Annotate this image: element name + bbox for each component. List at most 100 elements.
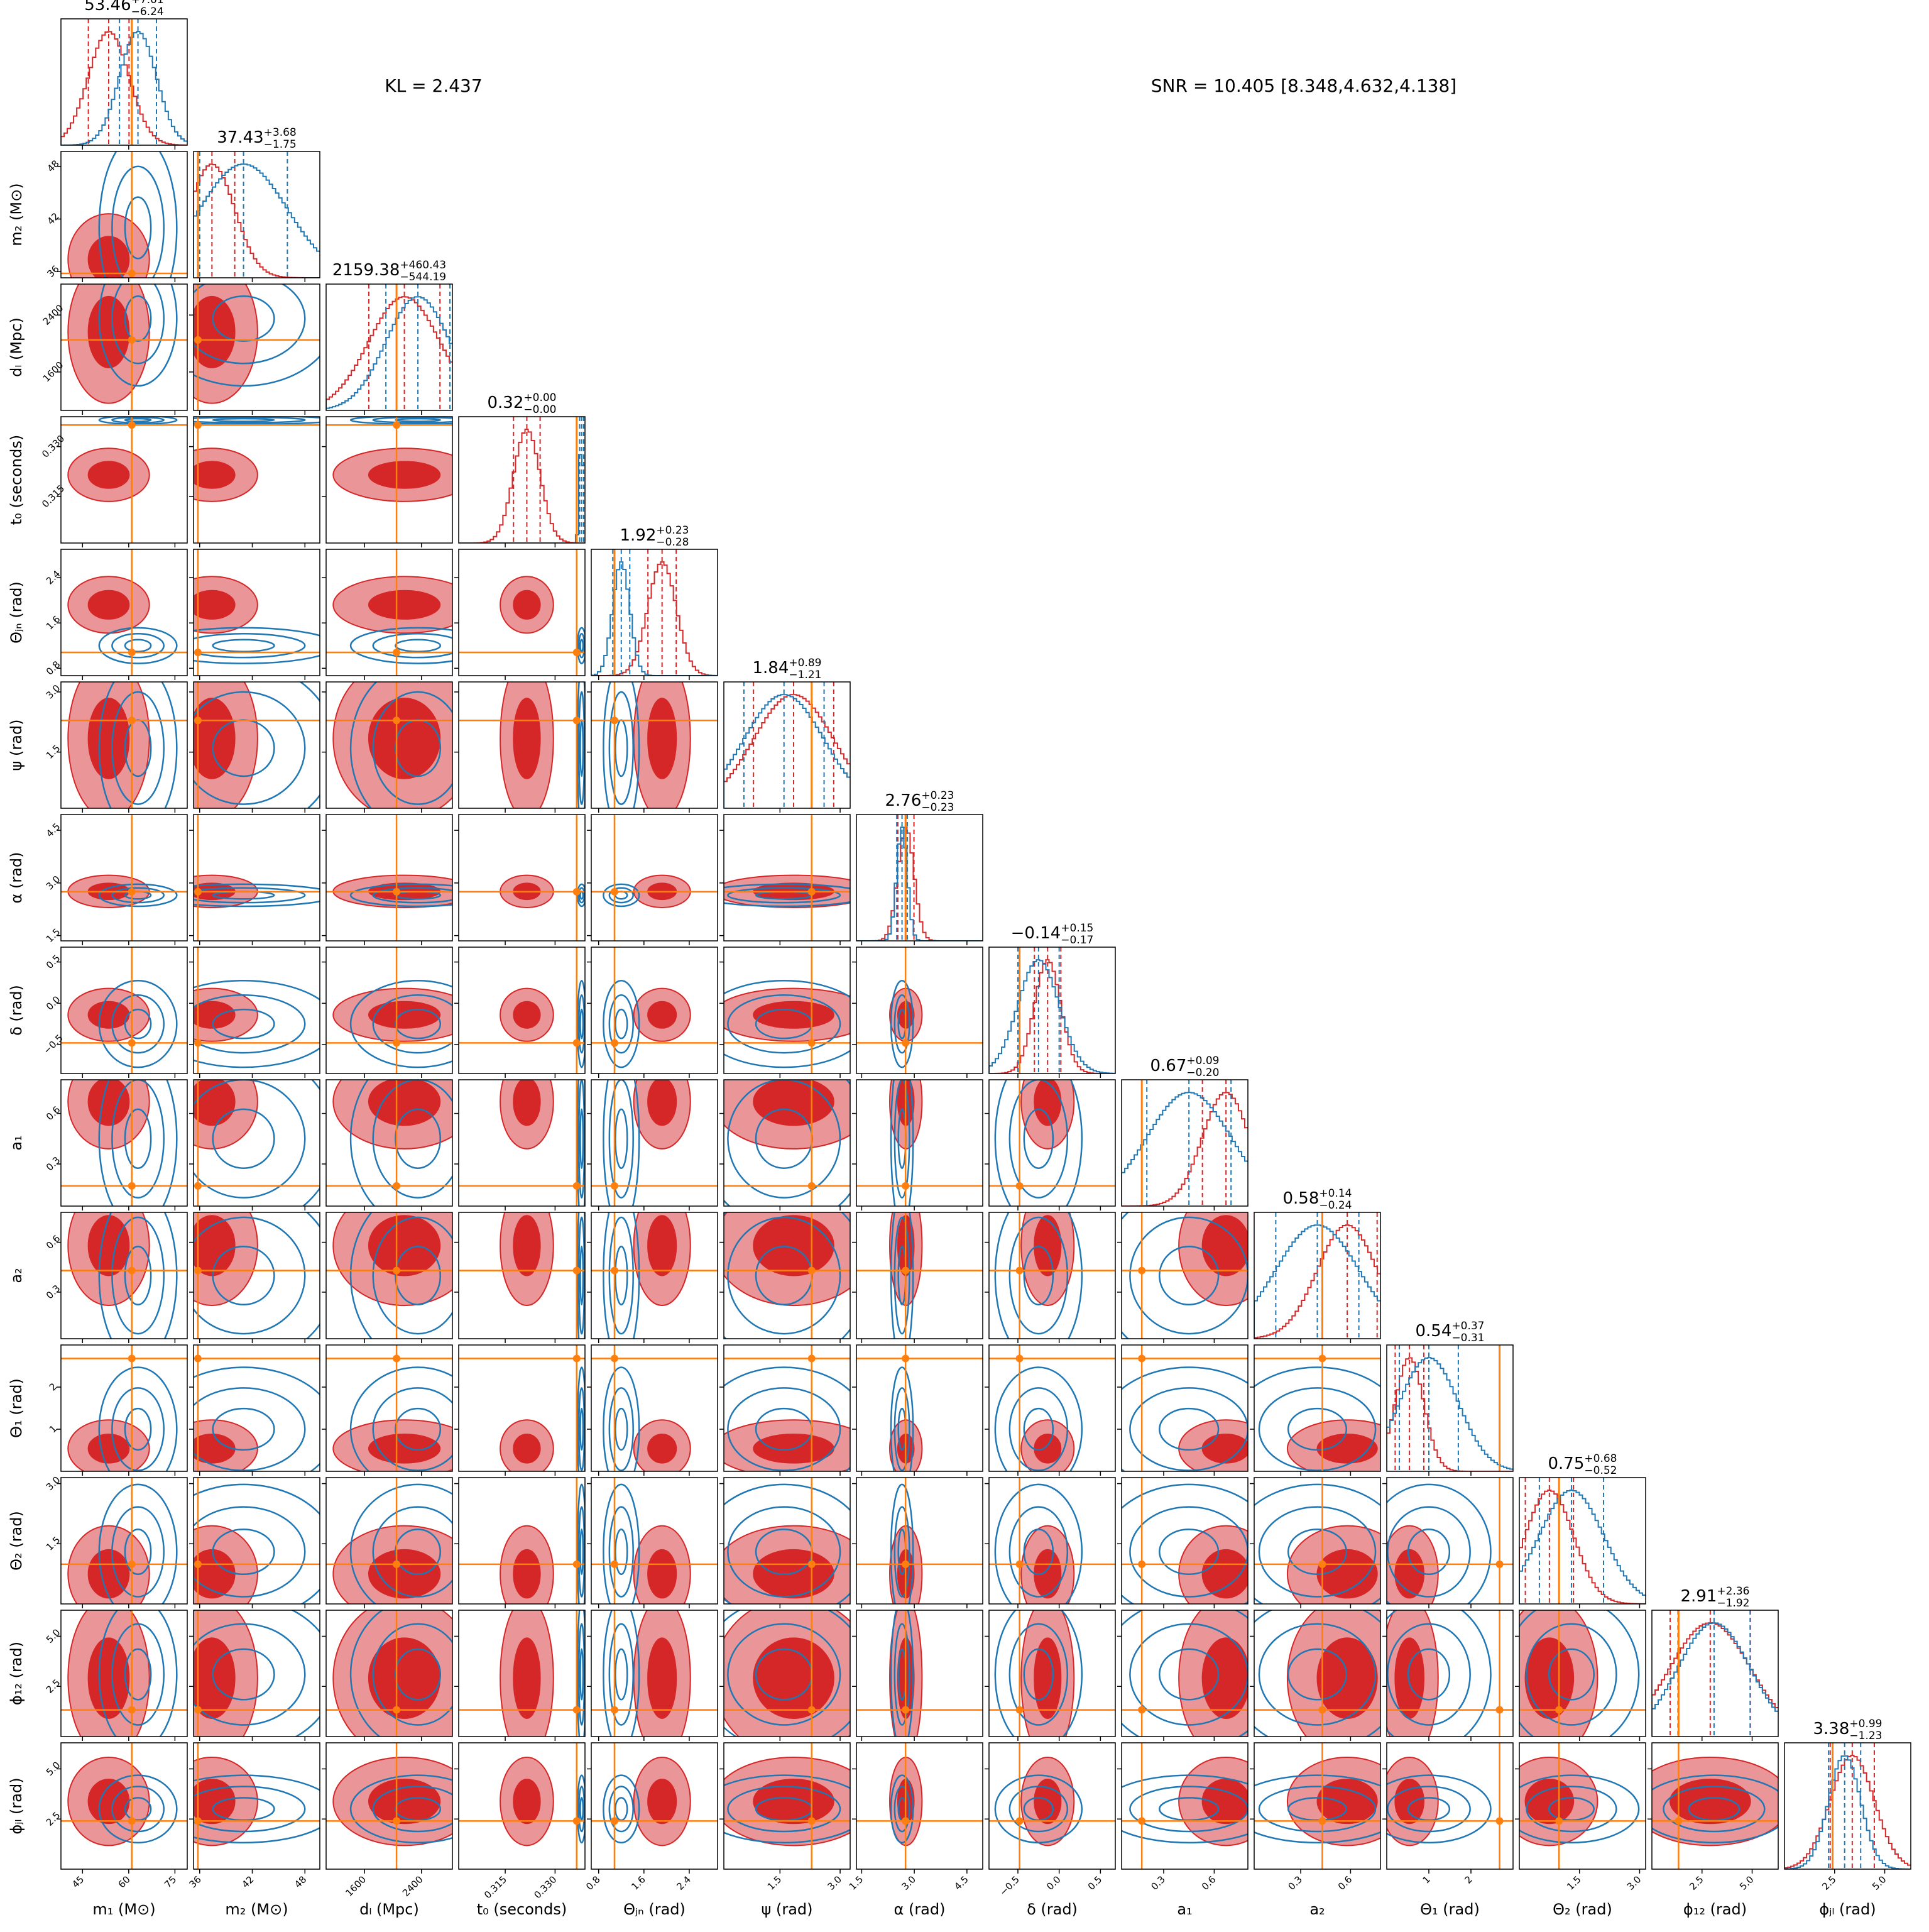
panel-frame bbox=[60, 681, 188, 809]
panel-frame bbox=[193, 151, 320, 278]
panel-frame bbox=[591, 1344, 718, 1472]
red-contour bbox=[647, 1215, 677, 1276]
panel-frame bbox=[60, 1079, 188, 1207]
panel-frame bbox=[1121, 1742, 1249, 1870]
blue-contour bbox=[194, 1774, 320, 1844]
blue-contour bbox=[98, 284, 178, 387]
red-contour bbox=[368, 461, 441, 489]
blue-contour bbox=[578, 1216, 585, 1335]
red-histogram bbox=[989, 959, 1115, 1073]
x-axis-label: t₀ (seconds) bbox=[477, 1901, 567, 1918]
blue-contour bbox=[98, 627, 178, 664]
red-contour bbox=[194, 590, 236, 620]
x-tick-label: 3.0 bbox=[1625, 1874, 1644, 1892]
title-median: −0.14 bbox=[1011, 924, 1061, 943]
injection-point bbox=[1015, 1182, 1024, 1190]
blue-contour bbox=[194, 627, 320, 664]
blue-contour bbox=[615, 1108, 628, 1169]
injection-point bbox=[1318, 1354, 1326, 1363]
red-contour bbox=[513, 1434, 541, 1464]
blue-contour bbox=[111, 417, 165, 424]
title-minus: −6.24 bbox=[131, 6, 164, 18]
blue-contour bbox=[579, 1529, 584, 1576]
panel-frame bbox=[1121, 1477, 1249, 1605]
title-median: 2.91 bbox=[1681, 1587, 1717, 1606]
injection-point bbox=[194, 1817, 202, 1825]
x-tick-label: 3.0 bbox=[900, 1874, 919, 1892]
y-axis-label: Θ₂ (rad) bbox=[8, 1511, 25, 1571]
injection-point bbox=[572, 1706, 581, 1714]
y-tick-label: 0.3 bbox=[44, 1283, 63, 1302]
blue-contour bbox=[1159, 1407, 1220, 1451]
blue-contour bbox=[578, 1080, 585, 1199]
x-tick-label: 0.8 bbox=[584, 1874, 603, 1892]
blue-contour bbox=[349, 417, 452, 425]
red-contour bbox=[368, 698, 441, 779]
panel-content bbox=[194, 549, 320, 676]
panel-frame bbox=[1254, 1477, 1381, 1605]
blue-contour bbox=[372, 1623, 452, 1726]
red-contour bbox=[1201, 1434, 1248, 1464]
red-contour bbox=[513, 1215, 541, 1276]
blue-contour bbox=[579, 1797, 584, 1821]
blue-contour bbox=[603, 979, 640, 1068]
blue-contour bbox=[111, 165, 165, 278]
blue-contour bbox=[603, 682, 640, 808]
red-contour bbox=[87, 1001, 130, 1029]
panel-frame bbox=[458, 1079, 586, 1207]
title-plus: +3.68 bbox=[264, 126, 297, 139]
red-histogram bbox=[856, 826, 983, 941]
injection-point bbox=[128, 1706, 136, 1714]
x-axis-label: a₁ bbox=[1177, 1901, 1192, 1918]
panel-frame bbox=[60, 1742, 188, 1870]
red-histogram bbox=[1519, 1490, 1646, 1604]
panel-frame bbox=[60, 283, 188, 411]
panel-content bbox=[1254, 1610, 1380, 1737]
injection-point bbox=[128, 1354, 136, 1363]
panel-frame bbox=[591, 1079, 718, 1207]
x-axis-label: m₁ (M⊙) bbox=[92, 1901, 155, 1918]
marginal-title: 1.84+0.89 −1.21 bbox=[753, 657, 822, 681]
blue-contour bbox=[603, 883, 640, 908]
red-histogram bbox=[724, 694, 850, 808]
red-contour bbox=[87, 1637, 130, 1719]
panel-content bbox=[1254, 1743, 1380, 1869]
injection-point bbox=[610, 1354, 618, 1363]
panel-frame bbox=[458, 549, 586, 676]
blue-contour bbox=[212, 1108, 275, 1169]
blue-contour bbox=[579, 1008, 584, 1040]
injection-point bbox=[194, 649, 202, 657]
panel-frame bbox=[193, 1344, 320, 1472]
x-tick-label: 36 bbox=[187, 1874, 204, 1890]
blue-contour bbox=[603, 1080, 640, 1206]
blue-contour bbox=[1122, 1774, 1248, 1844]
panel-frame bbox=[193, 416, 320, 544]
panel-content bbox=[459, 682, 585, 808]
blue-contour bbox=[1008, 1216, 1069, 1335]
injection-point bbox=[393, 1039, 401, 1047]
injection-point bbox=[393, 1182, 401, 1190]
y-tick-label: 2.5 bbox=[44, 1809, 63, 1828]
injection-point bbox=[1555, 1817, 1563, 1825]
red-contour bbox=[1394, 1637, 1424, 1719]
y-axis-label: a₂ bbox=[8, 1268, 25, 1283]
panel-frame bbox=[193, 549, 320, 676]
red-contour bbox=[513, 1001, 541, 1029]
title-median: 0.58 bbox=[1283, 1189, 1320, 1208]
panel-content bbox=[194, 151, 320, 278]
y-tick-label: 2.4 bbox=[44, 568, 63, 587]
x-tick-label: 3.0 bbox=[825, 1874, 844, 1892]
panel-content bbox=[856, 1743, 983, 1869]
panel-content bbox=[989, 1212, 1115, 1339]
panel-frame bbox=[60, 1344, 188, 1472]
injection-point bbox=[572, 1817, 581, 1825]
panel-content bbox=[1387, 1345, 1513, 1471]
panel-frame bbox=[458, 814, 586, 941]
panel-content bbox=[724, 682, 850, 808]
panel-frame bbox=[458, 1742, 586, 1870]
y-tick-label: 3.0 bbox=[44, 1474, 63, 1493]
x-axis-label: a₂ bbox=[1309, 1901, 1325, 1918]
panel-content bbox=[61, 1212, 187, 1339]
blue-contour bbox=[1008, 1387, 1069, 1471]
title-median: 37.43 bbox=[217, 128, 263, 147]
